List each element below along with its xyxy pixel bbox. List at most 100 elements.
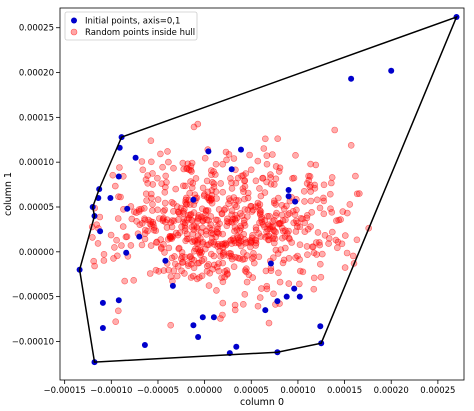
random-point (208, 187, 216, 194)
random-point (265, 319, 273, 327)
x-tick-label: 0.00015 (327, 386, 362, 396)
random-point (94, 240, 102, 247)
random-point (164, 236, 172, 243)
random-point (305, 177, 313, 184)
random-point (230, 155, 238, 162)
random-point (154, 196, 162, 203)
random-point (227, 218, 235, 225)
random-point (201, 154, 209, 162)
initial-point (262, 307, 269, 314)
random-point (270, 290, 277, 298)
random-point (296, 256, 303, 263)
random-point (307, 223, 314, 230)
random-point (304, 251, 311, 258)
random-point (138, 241, 146, 249)
random-point (320, 181, 328, 189)
initial-point (190, 196, 197, 203)
random-point (219, 230, 226, 238)
random-point (276, 278, 284, 286)
legend-marker-random (70, 28, 78, 36)
random-point (292, 217, 300, 225)
random-point (320, 194, 327, 202)
random-point (308, 209, 316, 216)
random-point (208, 226, 216, 234)
random-point (293, 206, 300, 214)
x-tick-label: 0.00005 (234, 386, 269, 396)
legend-label-initial: Initial points, axis=0,1 (85, 17, 180, 27)
initial-point (99, 299, 106, 306)
initial-point (274, 298, 281, 305)
x-tick-label: 0.00000 (187, 386, 222, 396)
random-point (241, 206, 249, 213)
random-point (188, 260, 195, 268)
random-point (231, 301, 239, 309)
random-point (337, 216, 344, 223)
random-point (222, 239, 229, 247)
random-point (203, 216, 210, 224)
random-point (254, 302, 262, 310)
legend: Initial points, axis=0,1 Random points i… (64, 11, 198, 41)
random-point (141, 216, 149, 224)
random-point (341, 264, 349, 271)
random-point (107, 231, 115, 239)
initial-point (317, 323, 324, 330)
random-point (185, 235, 192, 242)
random-point (185, 262, 192, 270)
random-point (306, 173, 314, 180)
legend-label-random: Random points inside hull (85, 28, 195, 38)
random-point (199, 205, 206, 213)
random-point (240, 172, 247, 179)
random-point (307, 197, 315, 205)
random-point (283, 202, 290, 210)
random-point (142, 176, 150, 183)
y-tick-label: 0.00015 (19, 113, 54, 123)
random-point (154, 206, 161, 214)
random-point (145, 216, 152, 224)
random-point (338, 240, 346, 248)
random-point (208, 235, 216, 242)
y-axis-ticks: −0.00010 −0.00005 0.00000 0.00005 0.00010 0.0… (12, 24, 60, 347)
random-point (218, 210, 226, 217)
initial-point (123, 249, 130, 256)
random-point (230, 194, 238, 201)
initial-point (283, 293, 290, 300)
random-point (255, 253, 263, 261)
random-point (219, 160, 226, 168)
random-point (190, 247, 198, 255)
random-point (207, 221, 215, 228)
random-point (256, 185, 263, 192)
random-point (240, 249, 247, 256)
random-point (149, 181, 157, 188)
random-points-layer (88, 120, 373, 329)
x-tick-label: −0.00005 (137, 386, 179, 396)
random-point (303, 243, 311, 250)
random-point (96, 213, 104, 221)
random-point (274, 250, 282, 257)
random-point (261, 189, 269, 196)
random-point (138, 158, 146, 165)
random-point (341, 232, 349, 239)
random-point (214, 229, 221, 236)
random-point (292, 152, 299, 159)
random-point (269, 151, 276, 158)
random-point (138, 205, 145, 213)
x-tick-label: −0.00015 (44, 386, 86, 396)
random-point (325, 240, 332, 247)
random-point (304, 225, 312, 233)
random-point (252, 177, 260, 185)
x-tick-label: −0.00010 (90, 386, 132, 396)
initial-point (190, 322, 197, 329)
random-point (170, 267, 178, 275)
random-point (285, 227, 292, 235)
random-point (204, 262, 211, 270)
random-point (281, 244, 289, 252)
random-point (212, 188, 220, 195)
random-point (213, 287, 220, 294)
random-point (279, 234, 286, 242)
random-point (241, 216, 248, 224)
random-point (274, 135, 282, 142)
random-point (100, 257, 108, 264)
random-point (171, 253, 178, 260)
random-point (249, 274, 256, 281)
random-point (317, 273, 325, 281)
